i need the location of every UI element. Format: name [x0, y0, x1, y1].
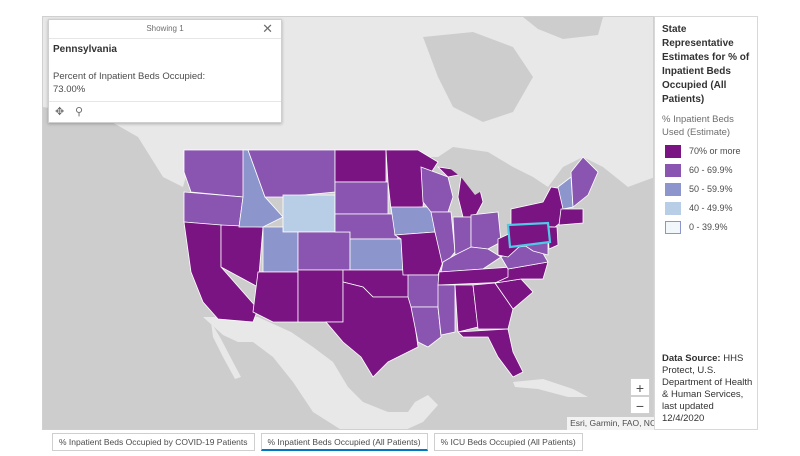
legend-item: 60 - 69.9%: [662, 163, 751, 177]
legend-item: 50 - 59.9%: [662, 182, 751, 196]
popup-field-label: Percent of Inpatient Beds Occupied:: [53, 71, 206, 82]
great-lakes: [448, 165, 513, 207]
legend-panel: State Representative Estimates for % of …: [654, 16, 758, 430]
greenland-fragment: [613, 17, 653, 57]
state-utah: [262, 226, 299, 273]
legend-label: 50 - 59.9%: [689, 184, 733, 194]
state-oregon: [183, 191, 244, 228]
state-mississippi: [437, 284, 456, 336]
state-massachusetts-ct: [558, 208, 584, 226]
tab-covid-beds[interactable]: % Inpatient Beds Occupied by COVID-19 Pa…: [52, 433, 255, 451]
popup-actions: ✥ ⚲: [49, 101, 281, 122]
state-maine: [570, 156, 599, 208]
popup-state-name: Pennsylvania: [53, 44, 117, 55]
state-ohio: [470, 211, 502, 250]
data-source-label: Data Source:: [662, 353, 721, 364]
state-georgia: [472, 282, 514, 330]
state-iowa: [390, 206, 436, 236]
legend-item: 0 - 39.9%: [662, 220, 751, 234]
legend-swatch: [665, 144, 681, 158]
layer-tabs: % Inpatient Beds Occupied by COVID-19 Pa…: [52, 433, 589, 451]
state-kansas: [349, 238, 404, 271]
hudson-bay: [423, 32, 533, 122]
state-arizona: [252, 271, 299, 323]
feature-popup: Showing 1 ✕ Pennsylvania Percent of Inpa…: [48, 19, 282, 123]
state-new-mexico: [297, 269, 344, 323]
state-south-dakota: [334, 181, 389, 215]
legend-item: 40 - 49.9%: [662, 201, 751, 215]
state-montana: [247, 149, 336, 198]
zoom-to-icon[interactable]: ⚲: [75, 106, 84, 118]
arctic-water: [523, 17, 603, 39]
state-texas: [325, 281, 419, 378]
state-colorado: [297, 231, 351, 271]
legend-list: 70% or more 60 - 69.9% 50 - 59.9% 40 - 4…: [662, 144, 751, 234]
state-washington: [183, 149, 252, 198]
state-florida: [457, 328, 524, 378]
legend-swatch: [665, 201, 681, 215]
baja-california: [211, 322, 241, 379]
state-louisiana: [410, 306, 442, 348]
tab-icu-beds[interactable]: % ICU Beds Occupied (All Patients): [433, 433, 583, 451]
legend-label: 0 - 39.9%: [689, 222, 728, 232]
zoom-out-button[interactable]: −: [630, 396, 650, 414]
legend-swatch: [665, 220, 681, 234]
legend-swatch: [665, 163, 681, 177]
state-wyoming: [282, 194, 336, 233]
zoom-in-button[interactable]: +: [630, 378, 650, 396]
legend-title: State Representative Estimates for % of …: [662, 24, 750, 105]
close-icon[interactable]: ✕: [262, 21, 273, 36]
popup-header: Showing 1: [49, 20, 281, 39]
state-arkansas: [407, 274, 442, 308]
cuba: [513, 379, 588, 397]
legend-label: 60 - 69.9%: [689, 165, 733, 175]
legend-swatch: [665, 182, 681, 196]
legend-label: 40 - 49.9%: [689, 203, 733, 213]
data-source: Data Source: HHS Protect, U.S. Departmen…: [662, 353, 756, 425]
legend-item: 70% or more: [662, 144, 751, 158]
state-pennsylvania: [506, 221, 552, 249]
popup-field-value: 73.00%: [53, 84, 86, 95]
mexico-landmass: [203, 317, 438, 429]
pan-icon[interactable]: ✥: [55, 106, 65, 118]
tab-all-beds[interactable]: % Inpatient Beds Occupied (All Patients): [260, 433, 428, 451]
legend-label: 70% or more: [689, 146, 741, 156]
data-source-text: HHS Protect, U.S. Department of Health &…: [662, 353, 753, 424]
legend-subtitle: % Inpatient Beds Used (Estimate): [662, 114, 734, 138]
state-north-dakota: [334, 149, 387, 183]
